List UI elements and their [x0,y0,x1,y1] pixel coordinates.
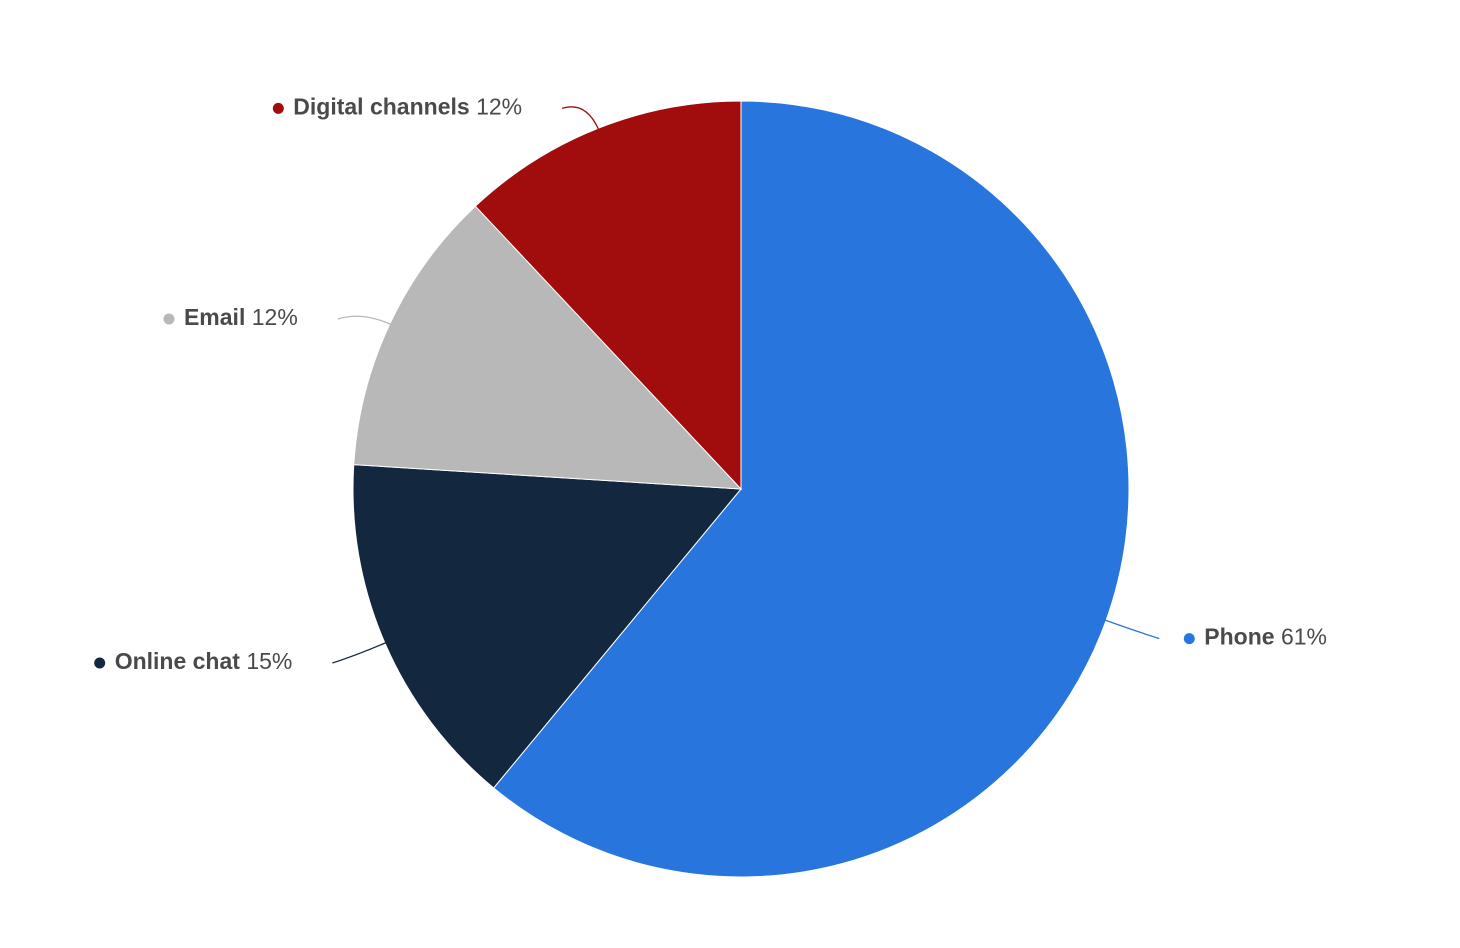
value-label: 12% [252,304,298,330]
connector [337,315,395,327]
value-label: 61% [1281,624,1327,650]
legend-dot [163,313,175,325]
category-name: Online chat [115,648,241,674]
data-label: Digital channels 12% [293,93,522,119]
category-name: Phone [1204,624,1274,650]
connector [332,640,390,664]
value-label: 12% [476,93,522,119]
data-label: Online chat 15% [115,648,293,674]
category-name: Email [184,304,245,330]
legend-dot [94,657,106,669]
data-label: Phone 61% [1204,624,1327,650]
connector [1101,618,1160,640]
connector [561,106,601,134]
legend-dot [272,102,284,114]
legend-dot [1183,633,1195,645]
value-label: 15% [246,648,292,674]
data-label: Email 12% [184,304,298,330]
category-name: Digital channels [293,93,469,119]
